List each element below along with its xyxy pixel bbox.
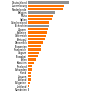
Bar <box>28 72 31 74</box>
Bar <box>28 25 48 27</box>
Bar <box>28 58 36 61</box>
Bar <box>28 1 68 4</box>
Bar <box>28 15 53 17</box>
Bar <box>28 28 48 30</box>
Bar <box>28 31 47 34</box>
Bar <box>28 25 49 27</box>
Bar <box>28 75 31 77</box>
Bar <box>28 88 29 91</box>
Bar <box>28 85 29 87</box>
Bar <box>28 5 64 7</box>
Bar <box>28 88 29 91</box>
Bar <box>28 41 43 44</box>
Bar <box>28 11 55 14</box>
Bar <box>28 11 54 14</box>
Bar <box>28 38 44 40</box>
Bar <box>28 62 34 64</box>
Bar <box>28 52 40 54</box>
Bar <box>28 48 41 51</box>
Bar <box>28 82 30 84</box>
Bar <box>28 55 38 57</box>
Bar <box>28 18 52 20</box>
Bar <box>28 78 30 81</box>
Bar <box>28 35 46 37</box>
Bar <box>28 45 41 47</box>
Bar <box>28 65 32 67</box>
Bar <box>28 21 49 24</box>
Bar <box>28 1 69 4</box>
Bar <box>28 8 63 10</box>
Bar <box>28 68 32 71</box>
